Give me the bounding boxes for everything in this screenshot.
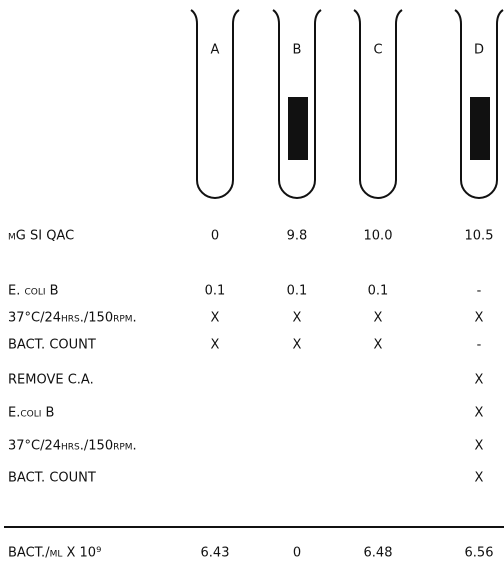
tubes: [191, 10, 503, 198]
cell: 9.8: [287, 229, 308, 244]
sample-block: [470, 97, 490, 160]
row-label: μG SI QAC: [8, 229, 74, 244]
sample-block: [288, 97, 308, 160]
cell: 0.1: [205, 284, 226, 299]
cell: 10.0: [364, 229, 393, 244]
cell: -: [477, 284, 482, 299]
cell: X: [211, 311, 220, 326]
cell: X: [374, 338, 383, 353]
row-label: 37°C/24hrs./150rpm.: [8, 439, 137, 454]
cell: X: [293, 338, 302, 353]
cell: 6.43: [201, 546, 230, 561]
cell: X: [211, 338, 220, 353]
cell: 0: [293, 546, 301, 561]
row-label: REMOVE C.A.: [8, 373, 94, 388]
cell: X: [374, 311, 383, 326]
tube-label: D: [474, 43, 484, 58]
cell: 0.1: [368, 284, 389, 299]
figure: A B C DμG SI QAC 0 9.8 10.0 10.5 E. coli B 0.1 0.1…: [0, 0, 504, 570]
cell: X: [475, 406, 484, 421]
cell: 6.48: [364, 546, 393, 561]
row-label: 37°C/24hrs./150rpm.: [8, 311, 137, 326]
cell: 0: [211, 229, 219, 244]
row-label: BACT./ml X 10⁹: [8, 546, 101, 561]
cell: 6.56: [465, 546, 494, 561]
cell: X: [475, 471, 484, 486]
tube-label: A: [211, 43, 220, 58]
row-label: E.coli B: [8, 406, 54, 421]
cell: X: [475, 439, 484, 454]
tube: [354, 10, 402, 198]
cell: X: [293, 311, 302, 326]
cell: X: [475, 373, 484, 388]
tube-label: C: [373, 43, 382, 58]
cell: 0.1: [287, 284, 308, 299]
row-label: BACT. COUNT: [8, 471, 96, 486]
cell: X: [475, 311, 484, 326]
row-label: E. coli B: [8, 284, 59, 299]
row-label: BACT. COUNT: [8, 338, 96, 353]
tube: [191, 10, 239, 198]
tube-label: B: [293, 43, 302, 58]
cell: -: [477, 338, 482, 353]
cell: 10.5: [465, 229, 494, 244]
